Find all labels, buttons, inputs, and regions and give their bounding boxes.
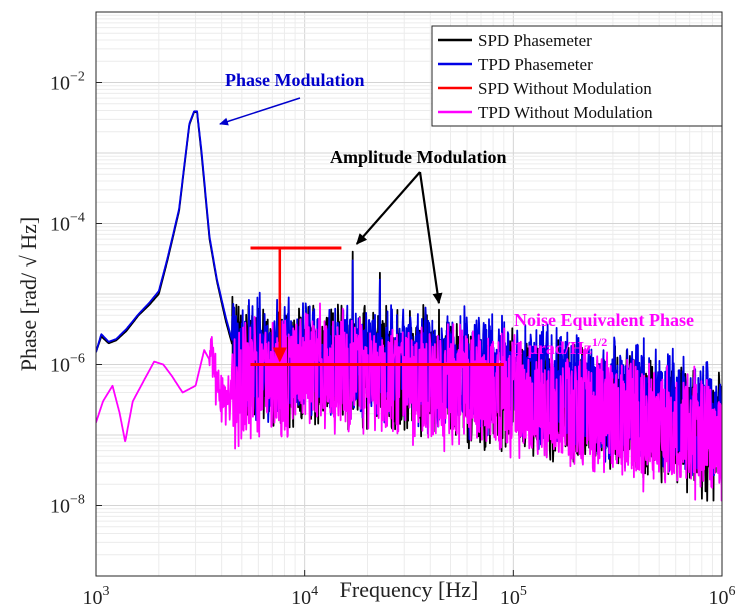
legend-entry: TPD Without Modulation <box>478 103 653 122</box>
tick-layer: 103 104 105 106 10−8 10−6 10−4 10−2 <box>50 70 736 605</box>
y-tick-label: 10−6 <box>50 352 85 377</box>
x-tick-label: 106 <box>709 584 736 605</box>
x-tick-label: 104 <box>291 584 318 605</box>
y-axis-label: Phase [rad/ √ Hz] <box>16 217 41 371</box>
x-tick-label: 105 <box>500 584 527 605</box>
legend-box <box>431 25 723 127</box>
series-layer <box>96 110 722 502</box>
amplitude-modulation-arrow <box>418 171 443 305</box>
plot-frame <box>95 11 723 577</box>
legend-entry: SPD Phasemeter <box>478 31 592 50</box>
y-tick-label: 10−8 <box>50 493 85 518</box>
legend: SPD Phasemeter TPD Phasemeter SPD Without … <box>431 25 723 127</box>
amplitude-modulation-label: Amplitude Modulation <box>330 147 507 167</box>
y-tick-label: 10−4 <box>50 211 85 236</box>
series-line-tpd-without-modulation <box>96 302 722 502</box>
grid <box>95 12 722 577</box>
noise-equivalent-phase-value: 1 µrad/Hz1/2 <box>514 335 607 358</box>
annotation-layer: Phase Modulation Amplitude Modulation Nois… <box>219 70 694 366</box>
legend-entry: SPD Without Modulation <box>478 79 652 98</box>
noise-equivalent-phase-label: Noise Equivalent Phase <box>514 310 694 330</box>
x-tick-label: 103 <box>83 584 110 605</box>
amplitude-modulation-arrow <box>355 171 421 245</box>
phase-modulation-label: Phase Modulation <box>225 70 365 90</box>
phase-modulation-arrow <box>219 97 301 126</box>
legend-entry: TPD Phasemeter <box>478 55 593 74</box>
y-tick-label: 10−2 <box>50 70 85 95</box>
x-axis-label: Frequency [Hz] <box>340 577 479 602</box>
